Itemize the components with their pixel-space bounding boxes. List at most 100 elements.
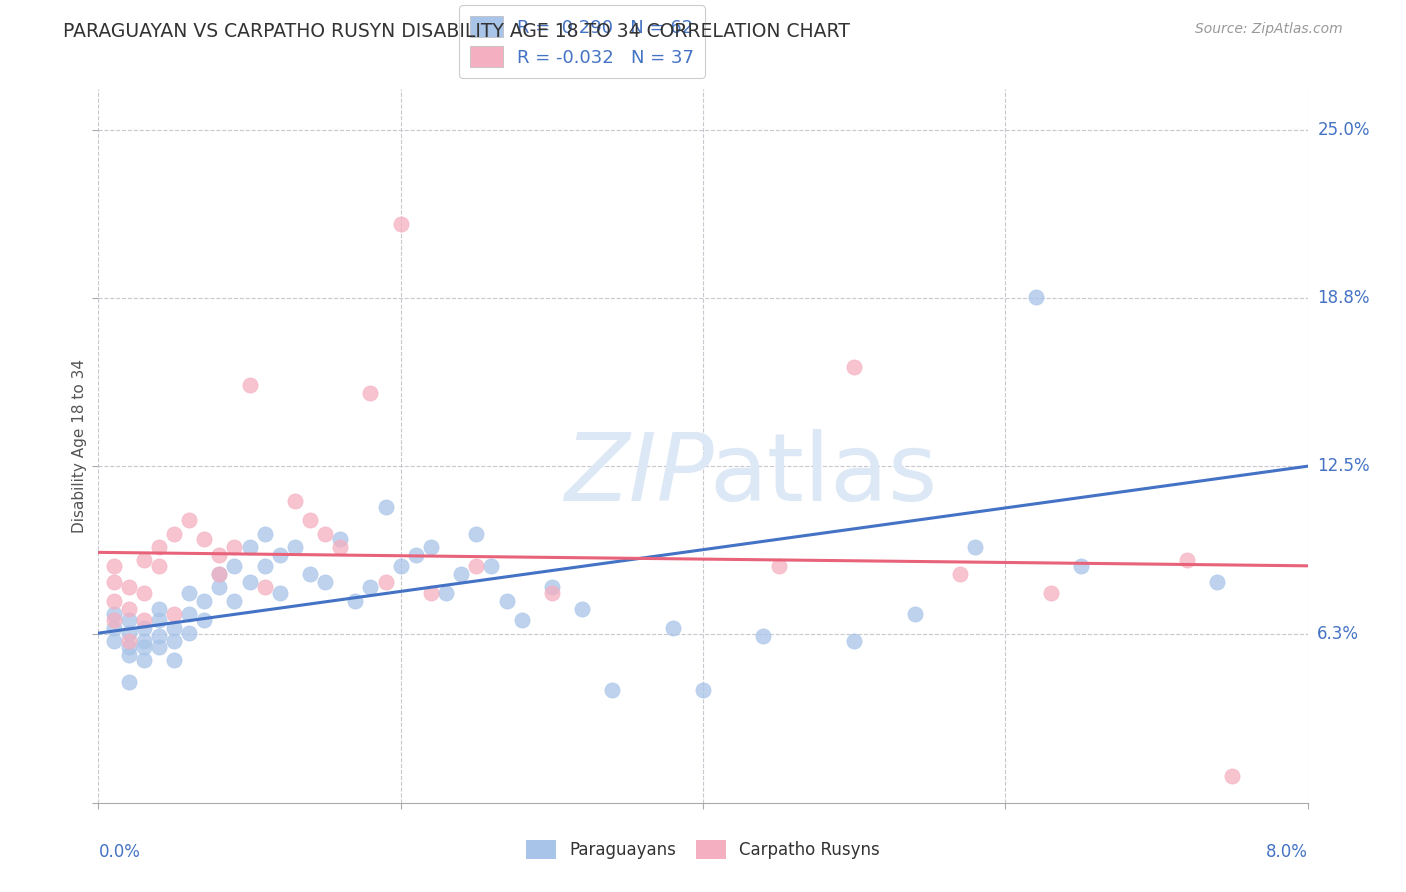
Point <box>103 621 125 635</box>
Point <box>844 359 866 374</box>
Point <box>949 566 972 581</box>
Point <box>132 586 155 600</box>
Point <box>224 558 246 573</box>
Point <box>148 640 170 654</box>
Text: ZIP: ZIP <box>564 429 714 520</box>
Point <box>103 558 125 573</box>
Point <box>103 613 125 627</box>
Text: 18.8%: 18.8% <box>1317 289 1369 307</box>
Text: Source: ZipAtlas.com: Source: ZipAtlas.com <box>1195 22 1343 37</box>
Point <box>1039 586 1062 600</box>
Point <box>329 532 352 546</box>
Point <box>239 540 262 554</box>
Point <box>540 580 562 594</box>
Point <box>208 580 231 594</box>
Point <box>389 217 412 231</box>
Text: 8.0%: 8.0% <box>1265 843 1308 861</box>
Text: 6.3%: 6.3% <box>1317 625 1360 643</box>
Point <box>1025 289 1047 303</box>
Point <box>374 574 396 589</box>
Point <box>148 540 170 554</box>
Point <box>314 574 336 589</box>
Point <box>132 613 155 627</box>
Point <box>269 548 291 562</box>
Point <box>148 613 170 627</box>
Text: 0.0%: 0.0% <box>98 843 141 861</box>
Point <box>193 532 215 546</box>
Point <box>253 558 276 573</box>
Point <box>1206 574 1229 589</box>
Point <box>844 634 866 648</box>
Text: atlas: atlas <box>709 428 938 521</box>
Point <box>163 634 186 648</box>
Point <box>148 629 170 643</box>
Point <box>692 682 714 697</box>
Point <box>163 621 186 635</box>
Point <box>314 526 336 541</box>
Point <box>661 621 683 635</box>
Point <box>965 540 987 554</box>
Point <box>118 580 141 594</box>
Text: 12.5%: 12.5% <box>1317 458 1369 475</box>
Point <box>224 594 246 608</box>
Point <box>1220 769 1243 783</box>
Point <box>405 548 427 562</box>
Point <box>103 594 125 608</box>
Point <box>239 378 262 392</box>
Point <box>179 586 201 600</box>
Point <box>540 586 562 600</box>
Legend: Paraguayans, Carpatho Rusyns: Paraguayans, Carpatho Rusyns <box>519 833 887 866</box>
Point <box>450 566 472 581</box>
Point <box>118 640 141 654</box>
Point <box>299 513 322 527</box>
Point <box>179 513 201 527</box>
Point <box>163 526 186 541</box>
Point <box>208 566 231 581</box>
Text: 25.0%: 25.0% <box>1317 120 1369 138</box>
Point <box>148 602 170 616</box>
Point <box>132 553 155 567</box>
Point <box>103 607 125 622</box>
Point <box>904 607 927 622</box>
Point <box>510 613 533 627</box>
Point <box>132 634 155 648</box>
Point <box>360 580 382 594</box>
Point <box>602 682 624 697</box>
Point <box>329 540 352 554</box>
Point <box>179 607 201 622</box>
Point <box>768 558 790 573</box>
Point <box>420 540 443 554</box>
Point <box>299 566 322 581</box>
Point <box>179 626 201 640</box>
Point <box>495 594 517 608</box>
Point <box>465 558 488 573</box>
Point <box>481 558 503 573</box>
Text: PARAGUAYAN VS CARPATHO RUSYN DISABILITY AGE 18 TO 34 CORRELATION CHART: PARAGUAYAN VS CARPATHO RUSYN DISABILITY … <box>63 22 851 41</box>
Point <box>103 574 125 589</box>
Point <box>118 626 141 640</box>
Point <box>284 540 307 554</box>
Point <box>132 653 155 667</box>
Point <box>193 594 215 608</box>
Point <box>389 558 412 573</box>
Point <box>163 607 186 622</box>
Point <box>420 586 443 600</box>
Point <box>148 558 170 573</box>
Y-axis label: Disability Age 18 to 34: Disability Age 18 to 34 <box>72 359 87 533</box>
Point <box>752 629 775 643</box>
Point <box>434 586 457 600</box>
Point <box>103 634 125 648</box>
Point <box>118 613 141 627</box>
Point <box>208 566 231 581</box>
Point <box>253 526 276 541</box>
Point <box>118 648 141 662</box>
Point <box>118 674 141 689</box>
Point <box>208 548 231 562</box>
Point <box>118 634 141 648</box>
Point <box>132 640 155 654</box>
Point <box>284 494 307 508</box>
Point <box>193 613 215 627</box>
Point <box>132 621 155 635</box>
Point <box>465 526 488 541</box>
Point <box>1070 558 1092 573</box>
